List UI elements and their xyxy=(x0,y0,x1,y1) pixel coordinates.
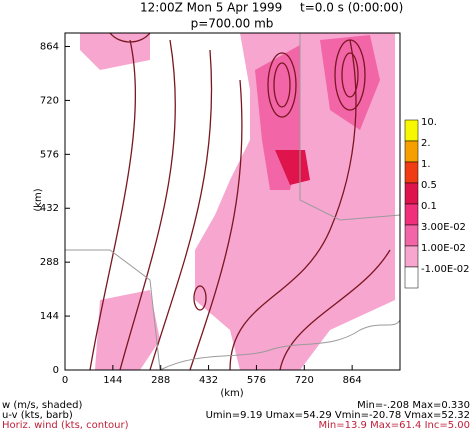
colorbar-label: 0.5 xyxy=(421,180,437,191)
y-tick-label: 576 xyxy=(40,149,59,160)
plot-shading xyxy=(65,33,400,370)
colorbar-swatch xyxy=(404,182,419,205)
footer-right: Min=13.9 Max=61.4 Inc=5.00 xyxy=(319,420,471,430)
x-tick-label: 864 xyxy=(343,375,362,386)
colorbar-label: -1.00E-02 xyxy=(421,264,470,275)
colorbar-label: 1.00E-02 xyxy=(421,243,466,254)
colorbar-label: 1. xyxy=(421,159,431,170)
colorbar-label: 0.1 xyxy=(421,201,437,212)
footer-left: Horiz. wind (kts, contour) xyxy=(2,420,129,430)
x-tick-label: 576 xyxy=(247,375,266,386)
x-tick-label: 720 xyxy=(295,375,314,386)
x-axis-label: (km) xyxy=(220,388,243,399)
y-tick-label: 720 xyxy=(40,95,59,106)
y-tick-label: 432 xyxy=(40,203,59,214)
colorbar-swatch xyxy=(404,203,419,226)
level-label: p=700.00 mb xyxy=(191,17,274,31)
coastline xyxy=(65,33,401,371)
footer-left: u-v (kts, barb) xyxy=(2,410,73,421)
footer-right: Umin=9.19 Umax=54.29 Vmin=-20.78 Vmax=52… xyxy=(206,410,470,421)
x-tick-label: 432 xyxy=(199,375,218,386)
x-tick-label: 144 xyxy=(103,375,122,386)
chart-subtitle: t=0.0 s (0:00:00) xyxy=(300,1,403,15)
y-tick-label: 864 xyxy=(40,41,59,52)
y-tick-label: 0 xyxy=(53,365,59,376)
colorbar-swatch xyxy=(404,161,419,184)
x-tick-label: 0 xyxy=(62,375,68,386)
colorbar-swatch xyxy=(404,266,419,289)
colorbar-swatch xyxy=(404,245,419,268)
y-tick-label: 288 xyxy=(40,257,59,268)
colorbar-label: 10. xyxy=(421,117,437,128)
colorbar-swatch xyxy=(404,119,419,142)
colorbar-swatch xyxy=(404,224,419,247)
chart-title: 12:00Z Mon 5 Apr 1999 xyxy=(140,1,282,15)
colorbar-label: 2. xyxy=(421,138,431,149)
y-tick-label: 144 xyxy=(40,311,59,322)
footer-left: w (m/s, shaded) xyxy=(2,400,82,411)
colorbar-swatch xyxy=(404,140,419,163)
x-tick-label: 288 xyxy=(151,375,170,386)
colorbar-label: 3.00E-02 xyxy=(421,222,466,233)
y-axis-label: (km) xyxy=(33,188,44,211)
plot-frame xyxy=(64,32,401,371)
footer-right: Min=-.208 Max=0.330 xyxy=(357,400,470,411)
contours xyxy=(89,32,391,371)
